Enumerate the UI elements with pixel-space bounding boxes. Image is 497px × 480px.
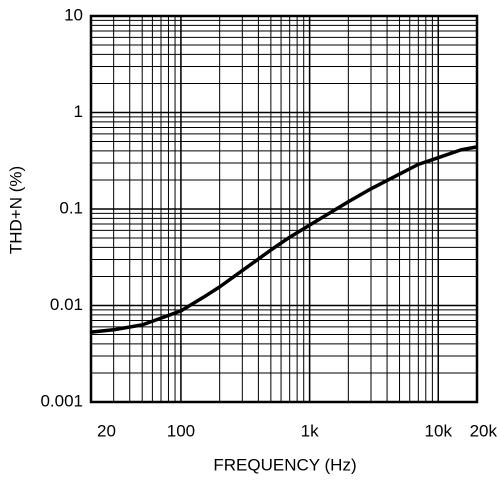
x-tick-label: 10k	[425, 421, 453, 440]
x-tick-label: 1k	[301, 421, 319, 440]
y-tick-label: 1	[74, 102, 83, 121]
x-tick-label: 100	[167, 421, 195, 440]
x-axis-label: FREQUENCY (Hz)	[213, 455, 356, 474]
data-line	[90, 145, 478, 334]
y-axis-label: THD+N (%)	[6, 166, 25, 254]
x-tick-label: 20	[97, 421, 116, 440]
y-tick-label: 0.01	[50, 295, 83, 314]
x-tick-label: 20k	[470, 421, 497, 440]
plot-frame	[89, 14, 479, 404]
y-tick-label: 10	[64, 5, 83, 24]
y-tick-label: 0.1	[59, 198, 83, 217]
y-tick-label: 0.001	[40, 391, 83, 410]
